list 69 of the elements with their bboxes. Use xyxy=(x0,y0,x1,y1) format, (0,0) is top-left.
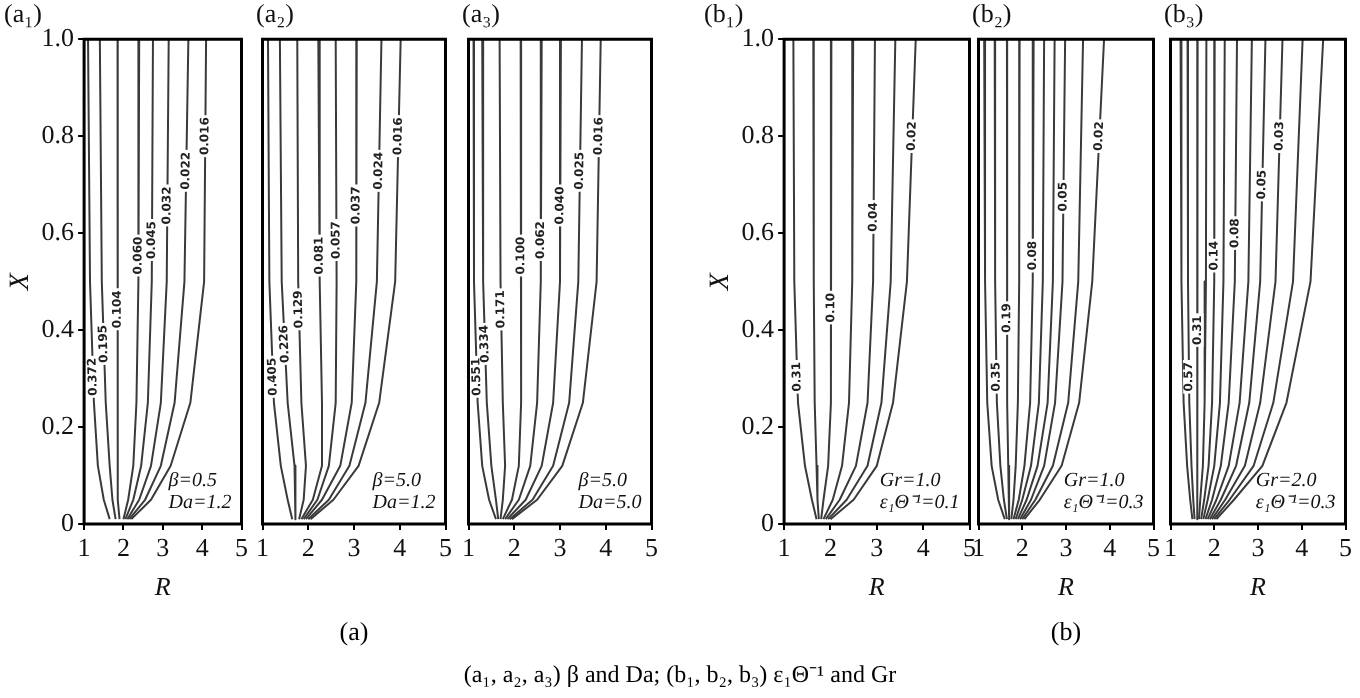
x-tick-label: 3 xyxy=(870,532,884,563)
x-tick-label: 5 xyxy=(235,532,248,563)
x-tick-label: 1 xyxy=(256,532,269,563)
x-tick-label: 4 xyxy=(1103,532,1118,563)
annotation: Da=1.2 xyxy=(166,492,232,514)
y-tick-label: 0.6 xyxy=(41,215,76,246)
y-tick-label: 0.4 xyxy=(741,312,776,343)
annotation: Gr=1.0 xyxy=(1063,470,1125,492)
annotation: Gr=1.0 xyxy=(879,470,941,492)
annotation: ε₁Θ⁻¹=0.3 xyxy=(1063,492,1144,514)
x-tick-label: 4 xyxy=(195,532,210,563)
x-tick-label: 5 xyxy=(1147,532,1160,563)
x-tick-label: 5 xyxy=(963,532,976,563)
x-tick-label: 3 xyxy=(347,532,361,563)
annotation: ε₁Θ⁻¹=0.1 xyxy=(879,492,960,514)
x-tick-label: 2 xyxy=(301,532,315,563)
chart-title: (a₁) xyxy=(4,0,42,29)
chart-title: (b₁) xyxy=(704,0,744,29)
annotation: β=5.0 xyxy=(370,470,422,492)
y-tick-label: 0.2 xyxy=(741,409,775,440)
x-axis-title: R xyxy=(866,571,885,602)
annotation: β=0.5 xyxy=(166,470,218,492)
y-tick-label: 0.8 xyxy=(741,119,775,149)
x-axis-title: R xyxy=(1248,571,1267,602)
x-tick-label: 4 xyxy=(1295,532,1310,563)
x-tick-label: 3 xyxy=(1251,532,1265,563)
annotation: ε₁Θ⁻¹=0.3 xyxy=(1255,492,1336,514)
x-tick-label: 1 xyxy=(1164,532,1177,563)
x-tick-label: 2 xyxy=(823,532,837,563)
x-tick-label: 4 xyxy=(393,532,408,563)
x-tick-label: 1 xyxy=(462,532,475,563)
x-tick-label: 3 xyxy=(553,532,567,563)
y-tick-label: 1.0 xyxy=(41,22,75,53)
x-tick-label: 1 xyxy=(777,532,791,563)
y-tick-label: 0.4 xyxy=(41,312,76,343)
y-tick-label: 0.6 xyxy=(741,215,776,246)
annotation: Gr=2.0 xyxy=(1255,470,1317,492)
x-tick-label: 2 xyxy=(116,532,130,563)
x-tick-label: 2 xyxy=(1207,532,1221,563)
y-axis-title: X xyxy=(6,272,37,293)
y-tick-label: 0 xyxy=(61,506,75,537)
x-tick-label: 3 xyxy=(156,532,170,563)
x-axis-title: R xyxy=(1056,571,1075,602)
text: (a) xyxy=(339,616,369,648)
annotation: β=5.0 xyxy=(576,470,628,492)
x-tick-label: 2 xyxy=(507,532,521,563)
x-tick-label: 5 xyxy=(645,532,658,563)
y-tick-label: 0 xyxy=(761,506,775,537)
x-tick-label: 4 xyxy=(916,532,931,563)
annotation: Da=1.2 xyxy=(370,492,436,514)
chart-title: (b₂) xyxy=(972,0,1012,29)
text: (a₁, a₂, a₃) β and Da; (b₁, b₂, b₃) ε₁Θ⁻¹ and Gr xyxy=(461,658,899,690)
x-tick-label: 2 xyxy=(1015,532,1029,563)
x-tick-label: 5 xyxy=(1339,532,1352,563)
chart-title: (a₃) xyxy=(462,0,500,29)
x-tick-label: 1 xyxy=(972,532,985,563)
x-tick-label: 5 xyxy=(439,532,452,563)
x-tick-label: 4 xyxy=(599,532,614,563)
x-tick-label: 1 xyxy=(77,532,91,563)
chart-title: (a₂) xyxy=(256,0,294,29)
x-tick-label: 3 xyxy=(1059,532,1073,563)
chart-title: (b₃) xyxy=(1164,0,1204,29)
y-tick-label: 1.0 xyxy=(741,22,775,53)
y-tick-label: 0.2 xyxy=(41,409,75,440)
text: (b) xyxy=(1050,616,1082,648)
y-tick-label: 0.8 xyxy=(41,119,75,149)
y-axis-title: X xyxy=(706,272,737,293)
x-axis-title: R xyxy=(152,571,171,602)
annotation: Da=5.0 xyxy=(576,492,642,514)
